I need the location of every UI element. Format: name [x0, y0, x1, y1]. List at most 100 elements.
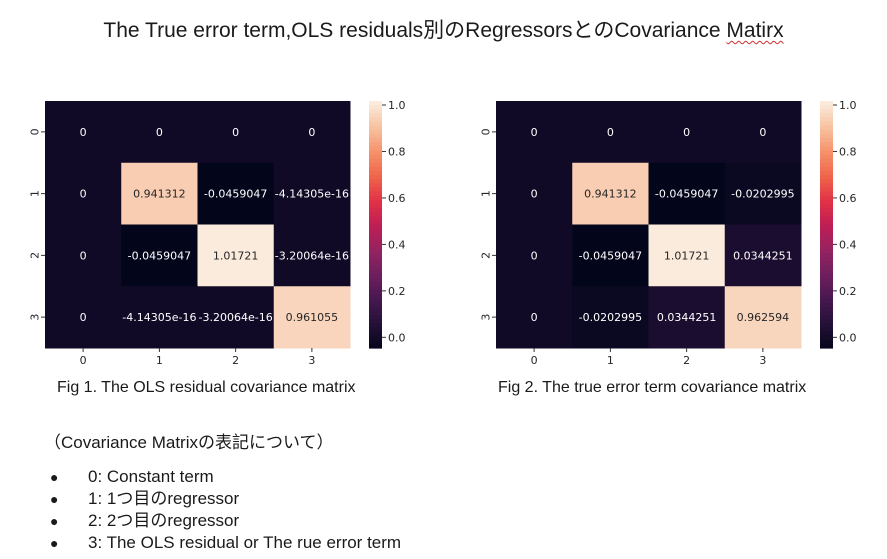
colorbar-tick-label: 1.0: [839, 99, 857, 112]
colorbar-segment: [369, 109, 382, 114]
colorbar-segment: [820, 302, 833, 308]
x-tick-label: 1: [156, 354, 163, 367]
title-text: The True error term,OLS residuals別のRegre…: [103, 19, 727, 42]
heatmap-cell: [45, 286, 122, 349]
colorbar-segment: [369, 294, 382, 300]
cell-value-label: 1.01721: [213, 249, 259, 262]
colorbar-segment: [369, 146, 382, 151]
colorbar-segment: [820, 220, 833, 226]
heatmap-cell: [121, 101, 198, 164]
cell-value-label: 0: [683, 126, 690, 139]
colorbar-segment: [369, 133, 382, 139]
y-tick-label: 0: [29, 128, 42, 135]
colorbar-segment: [369, 105, 382, 110]
colorbar-segment: [820, 109, 833, 114]
heatmap-cell: [724, 224, 802, 287]
colorbar-segment: [820, 245, 833, 250]
x-tick-label: 1: [607, 354, 614, 367]
colorbar-tick-label: 0.8: [839, 145, 857, 158]
colorbar-segment: [820, 121, 833, 127]
colorbar-segment: [369, 310, 382, 316]
heatmap-cell: [648, 286, 726, 349]
colorbar-segment: [369, 158, 382, 164]
colorbar-segment: [820, 191, 833, 197]
colorbar-segment: [369, 179, 382, 184]
cell-value-label: 0.0344251: [733, 249, 793, 262]
cell-value-label: 0.941312: [133, 188, 186, 201]
colorbar-segment: [369, 138, 382, 143]
colorbar-segment: [820, 278, 833, 283]
list-item: ● 1: 1つ目のregressor: [50, 488, 401, 510]
heatmap-cell: [572, 224, 649, 287]
colorbar-segment: [369, 319, 382, 324]
colorbar-segment: [820, 208, 833, 213]
colorbar-segment: [369, 170, 382, 176]
y-tick-label: 3: [480, 314, 493, 321]
heatmap-cell: [724, 162, 802, 225]
colorbar-segment: [369, 166, 382, 172]
cell-value-label: 0: [80, 188, 87, 201]
colorbar-segment: [820, 224, 833, 230]
heatmap-ols-residual: 0 0 0 0 0 0.941312 -0.0459047 -4.14305e-16 0 -0.0…: [29, 99, 406, 367]
colorbar-segment: [820, 175, 833, 180]
colorbar-segment: [369, 269, 382, 275]
heatmap-cell: [273, 101, 351, 164]
colorbar-segment: [369, 224, 382, 230]
colorbar-segment: [820, 331, 833, 337]
colorbar-segment: [820, 310, 833, 316]
y-tick-label: 2: [480, 252, 493, 259]
colorbar-segment: [369, 323, 382, 329]
heatmap-true-error: 0 0 0 0 0 0.941312 -0.0459047 -0.0202995 0 -0.045…: [480, 99, 857, 367]
colorbar-segment: [820, 261, 833, 267]
cell-value-label: -0.0459047: [128, 249, 191, 262]
colorbar-segment: [369, 187, 382, 193]
colorbar-segment: [369, 298, 382, 304]
colorbar-tick-label: 0.8: [388, 145, 406, 158]
y-tick-label: 1: [480, 190, 493, 197]
heatmap-cell: [273, 224, 351, 287]
misspelled-word: Matirx: [726, 19, 784, 42]
cell-value-label: -4.14305e-16: [275, 188, 349, 201]
cell-value-label: 0: [80, 126, 87, 139]
colorbar-segment: [369, 265, 382, 271]
colorbar-segment: [369, 121, 382, 127]
figure-2-caption: Fig 2. The true error term covariance ma…: [498, 379, 807, 396]
colorbar-tick-label: 0.2: [388, 285, 406, 298]
colorbar-segment: [820, 203, 833, 209]
heatmap-cell: [273, 162, 351, 225]
colorbar-segment: [820, 257, 833, 263]
colorbar-segment: [369, 315, 382, 320]
colorbar-segment: [820, 323, 833, 329]
colorbar-tick-label: 0.4: [839, 238, 857, 251]
cell-value-label: 0: [156, 126, 163, 139]
heatmap-cell: [648, 224, 726, 287]
colorbar-segment: [820, 290, 833, 296]
colorbar-segment: [369, 236, 382, 242]
cell-value-label: 0: [607, 126, 614, 139]
cell-value-label: -0.0459047: [204, 188, 267, 201]
heatmap-cell: [496, 286, 573, 349]
colorbar-segment: [820, 150, 833, 156]
colorbar-segment: [820, 105, 833, 110]
colorbar-segment: [820, 212, 833, 217]
colorbar-segment: [369, 208, 382, 213]
colorbar-segment: [820, 306, 833, 312]
cell-value-label: 0: [80, 311, 87, 324]
colorbar-segment: [820, 179, 833, 184]
colorbar-segment: [820, 298, 833, 304]
colorbar-tick-label: 0.2: [839, 285, 857, 298]
heatmap-cell: [121, 286, 198, 349]
colorbar-segment: [820, 162, 833, 168]
colorbar-tick-label: 0.6: [839, 192, 857, 205]
colorbar-segment: [820, 183, 833, 189]
colorbar-segment: [820, 315, 833, 320]
heatmap-cell: [572, 286, 649, 349]
colorbar-segment: [820, 170, 833, 176]
heatmap-cell: [45, 101, 122, 164]
cell-value-label: 0: [531, 188, 538, 201]
heatmap-cell: [197, 101, 275, 164]
heatmap-cell: [724, 286, 802, 349]
x-tick-label: 2: [683, 354, 690, 367]
colorbar-segment: [820, 101, 833, 106]
colorbar-segment: [820, 335, 833, 341]
